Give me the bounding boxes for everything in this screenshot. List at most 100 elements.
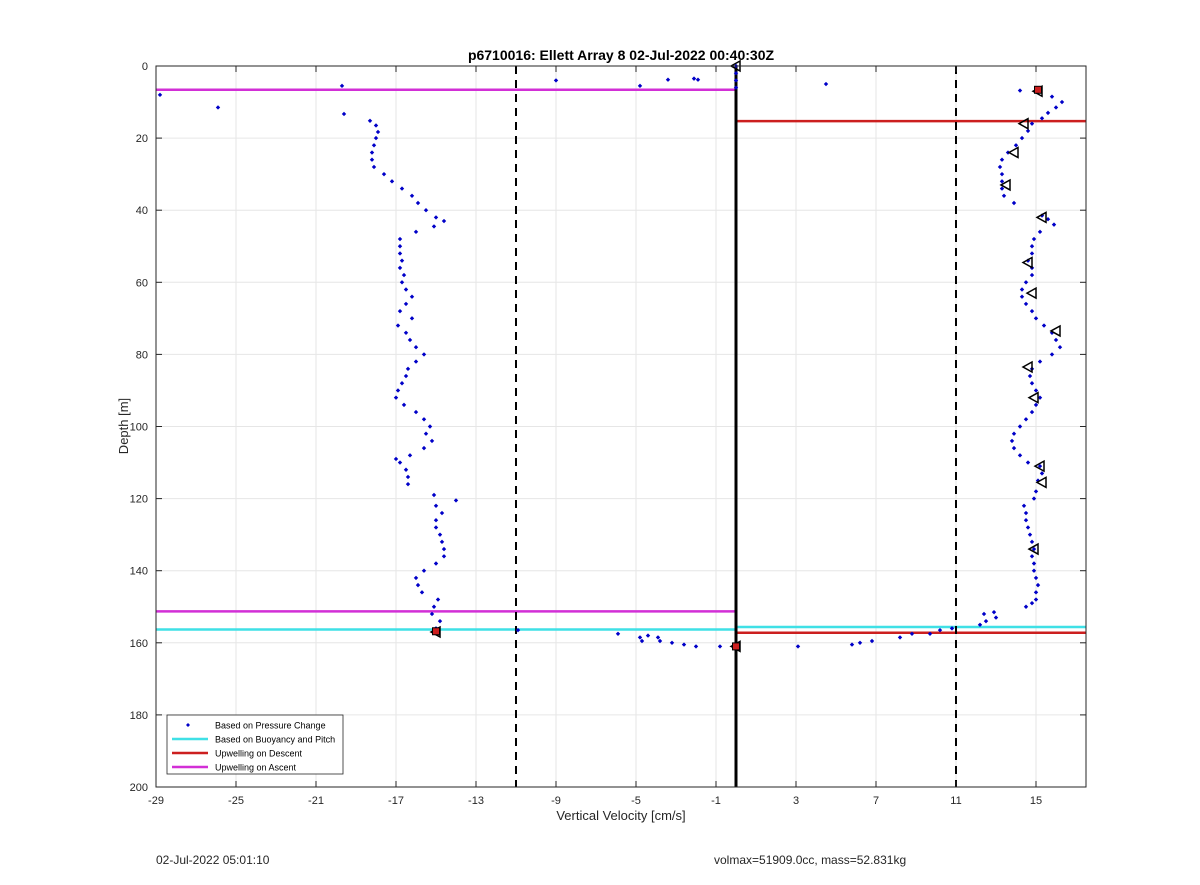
data-point <box>1019 294 1025 299</box>
data-point <box>1033 590 1039 595</box>
data-point <box>399 186 405 191</box>
data-point <box>669 640 675 645</box>
data-point <box>1023 510 1029 516</box>
x-tick-label: 7 <box>873 795 879 807</box>
data-point <box>1033 388 1039 393</box>
data-point <box>1037 229 1043 235</box>
data-point <box>1027 532 1033 537</box>
x-tick-label: -29 <box>148 795 164 807</box>
data-point <box>393 456 399 462</box>
data-point <box>439 510 445 516</box>
triangle-marker <box>1049 324 1061 338</box>
y-tick-label: 200 <box>130 782 148 794</box>
y-tick-label: 0 <box>142 61 148 73</box>
data-point <box>1031 561 1037 566</box>
data-point <box>367 118 373 123</box>
data-point <box>1009 438 1015 444</box>
legend-box <box>166 714 344 775</box>
data-point <box>615 631 621 636</box>
data-point <box>415 582 421 588</box>
data-point <box>403 330 409 335</box>
data-point <box>1059 99 1065 105</box>
data-point <box>1025 128 1031 134</box>
footer-timestamp: 02-Jul-2022 05:01:10 <box>156 853 270 867</box>
data-point <box>1029 381 1035 386</box>
triangle-marker <box>999 178 1011 192</box>
data-point <box>395 388 401 393</box>
ticks: -29 -25 -21 -17 -13 -9 -5 -1 3 7 11 150204060801001… <box>130 61 1086 807</box>
data-point <box>1029 409 1035 415</box>
legend-label: Upwelling on Descent <box>215 749 303 759</box>
data-point <box>421 568 427 573</box>
data-point <box>1011 431 1017 436</box>
data-point <box>421 352 427 357</box>
data-point <box>897 635 903 640</box>
data-point <box>1049 94 1055 99</box>
data-point <box>1023 301 1029 307</box>
x-tick-label: 3 <box>793 795 799 807</box>
data-point <box>439 539 445 545</box>
data-point <box>427 424 433 429</box>
y-tick-label: 40 <box>136 205 148 217</box>
data-point <box>909 631 915 636</box>
data-point <box>1037 463 1043 469</box>
data-point <box>437 618 443 624</box>
markers <box>157 59 1065 653</box>
y-tick-label: 160 <box>130 638 148 650</box>
triangle-marker <box>1027 542 1039 556</box>
y-tick-label: 80 <box>136 349 148 361</box>
x-tick-label: -25 <box>228 795 244 807</box>
legend-label: Based on Buoyancy and Pitch <box>215 735 335 745</box>
data-point <box>1033 575 1039 581</box>
data-point <box>1025 525 1031 530</box>
legend-label: Based on Pressure Change <box>215 721 326 731</box>
data-point <box>1037 395 1043 400</box>
y-tick-label: 20 <box>136 133 148 145</box>
data-point <box>1039 471 1045 476</box>
data-point <box>1053 105 1059 110</box>
data-point <box>1023 604 1029 609</box>
data-point <box>399 280 405 285</box>
data-point <box>413 409 419 415</box>
x-tick-label: -1 <box>711 795 721 807</box>
data-point <box>409 294 415 299</box>
data-point <box>1011 445 1017 451</box>
data-point <box>1025 460 1031 465</box>
data-point <box>431 224 437 229</box>
legend-label: Upwelling on Ascent <box>215 763 297 773</box>
data-point <box>1033 597 1039 602</box>
data-point <box>431 492 437 498</box>
data-point <box>399 258 405 263</box>
data-point <box>1029 121 1035 126</box>
data-point <box>657 638 663 644</box>
data-point <box>1001 193 1007 198</box>
data-point <box>407 337 413 343</box>
data-point <box>1033 489 1039 494</box>
data-point <box>1017 88 1023 93</box>
data-point <box>403 287 409 292</box>
data-point <box>423 431 429 436</box>
data-point <box>433 561 439 566</box>
data-point <box>215 105 221 110</box>
data-point <box>695 77 701 82</box>
data-point <box>395 323 401 328</box>
data-point <box>373 135 379 141</box>
data-point <box>419 590 425 595</box>
x-tick-label: 15 <box>1030 795 1042 807</box>
x-tick-label: -9 <box>551 795 561 807</box>
data-point <box>403 301 409 307</box>
data-point <box>1021 503 1027 509</box>
triangle-marker <box>1027 391 1039 404</box>
x-tick-label: -5 <box>631 795 641 807</box>
x-tick-label: -21 <box>308 795 324 807</box>
y-axis-label: Depth [m] <box>116 398 131 454</box>
triangle-marker <box>1035 476 1047 489</box>
square-marker <box>1034 85 1042 94</box>
data-point <box>421 417 427 422</box>
data-point <box>401 272 407 278</box>
data-point <box>1019 287 1025 292</box>
triangle-marker <box>1025 286 1037 300</box>
data-point <box>1049 352 1055 357</box>
data-point <box>1031 496 1037 501</box>
